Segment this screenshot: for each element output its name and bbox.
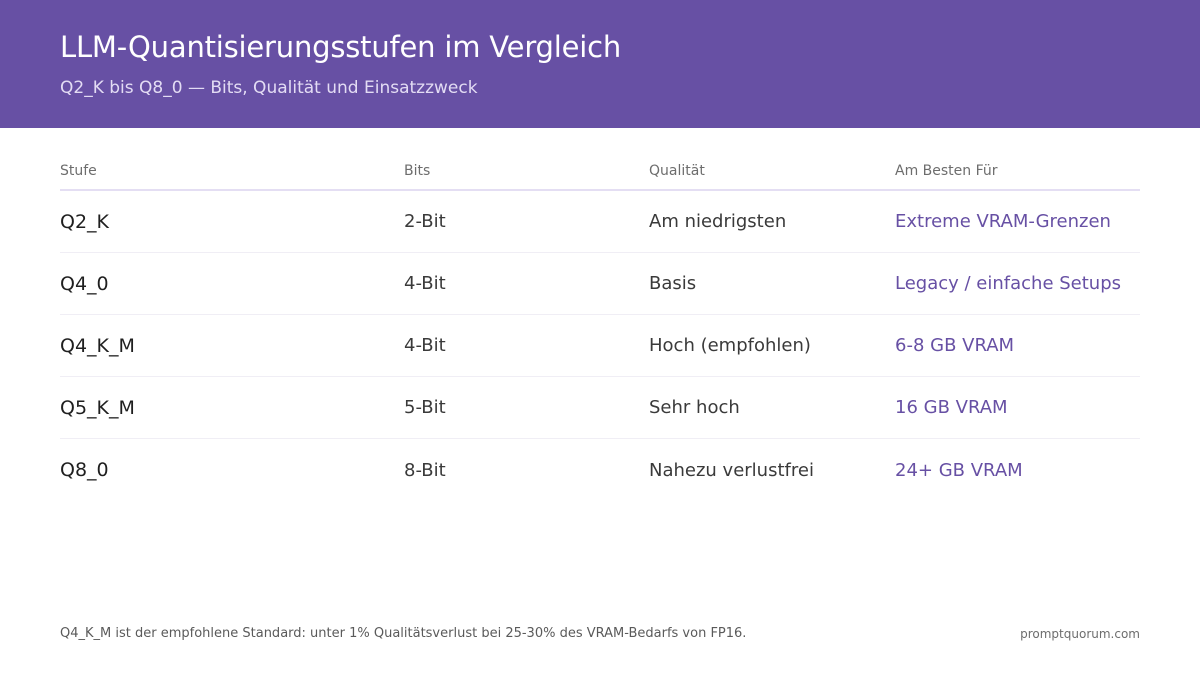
cell-qualitaet: Hoch (empfohlen)	[649, 335, 811, 356]
cell-bits: 2-Bit	[404, 211, 446, 232]
table-row: Q2_K 2-Bit Am niedrigsten Extreme VRAM-G…	[60, 191, 1140, 253]
cell-stufe: Q2_K	[60, 210, 110, 233]
cell-stufe: Q4_K_M	[60, 334, 135, 357]
column-header-qualitaet: Qualität	[649, 162, 705, 179]
cell-einsatz: 6-8 GB VRAM	[895, 335, 1015, 356]
column-header-bits: Bits	[404, 162, 431, 179]
cell-bits: 4-Bit	[404, 273, 446, 294]
cell-qualitaet: Nahezu verlustfrei	[649, 459, 814, 481]
cell-bits: 8-Bit	[404, 459, 446, 481]
cell-stufe: Q5_K_M	[60, 396, 135, 419]
column-header-stufe: Stufe	[60, 162, 97, 179]
table-row: Q4_0 4-Bit Basis Legacy / einfache Setup…	[60, 253, 1140, 315]
cell-einsatz: Legacy / einfache Setups	[895, 273, 1122, 294]
table-row: Q4_K_M 4-Bit Hoch (empfohlen) 6-8 GB VRA…	[60, 315, 1140, 377]
cell-einsatz: 24+ GB VRAM	[895, 459, 1023, 481]
cell-qualitaet: Basis	[649, 273, 697, 294]
cell-qualitaet: Sehr hoch	[649, 397, 740, 418]
comparison-table: Stufe Bits Qualität Am Besten Für Q2_K 2…	[60, 152, 1140, 501]
footer-note: Q4_K_M ist der empfohlene Standard: unte…	[60, 626, 747, 641]
page-subtitle: Q2_K bis Q8_0 — Bits, Qualität und Einsa…	[60, 78, 478, 98]
cell-stufe: Q8_0	[60, 459, 109, 481]
cell-einsatz: Extreme VRAM-Grenzen	[895, 211, 1111, 232]
cell-bits: 5-Bit	[404, 397, 446, 418]
cell-qualitaet: Am niedrigsten	[649, 211, 787, 232]
cell-stufe: Q4_0	[60, 272, 109, 295]
column-header-einsatz: Am Besten Für	[895, 162, 998, 179]
page-title: LLM-Quantisierungsstufen im Vergleich	[60, 30, 622, 64]
header-banner: LLM-Quantisierungsstufen im Vergleich Q2…	[0, 0, 1200, 128]
cell-einsatz: 16 GB VRAM	[895, 397, 1008, 418]
table-row: Q5_K_M 5-Bit Sehr hoch 16 GB VRAM	[60, 377, 1140, 439]
table-header-row: Stufe Bits Qualität Am Besten Für	[60, 152, 1140, 191]
table-row: Q8_0 8-Bit Nahezu verlustfrei 24+ GB VRA…	[60, 439, 1140, 501]
cell-bits: 4-Bit	[404, 335, 446, 356]
footer-brand: promptquorum.com	[1020, 627, 1140, 641]
